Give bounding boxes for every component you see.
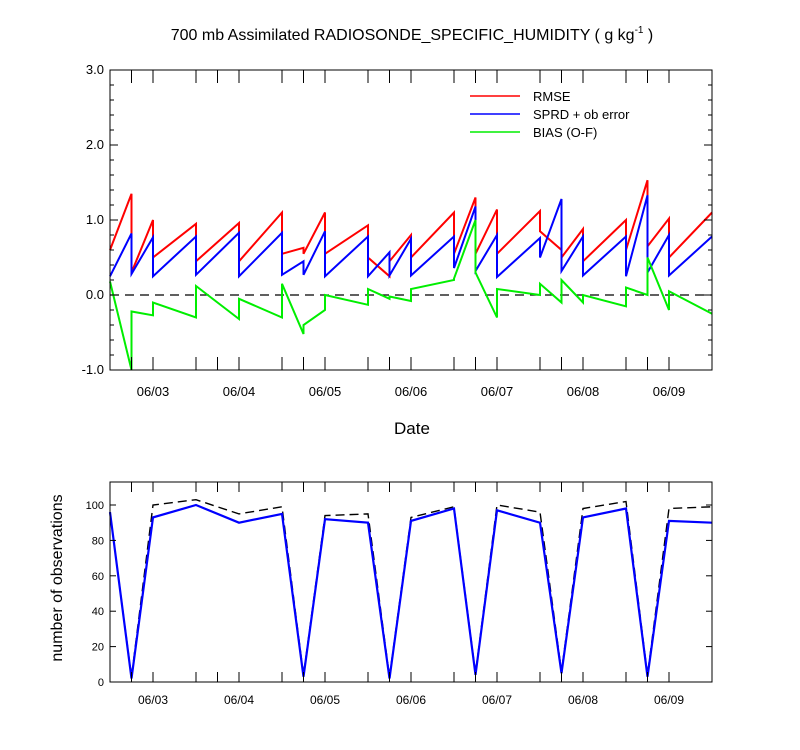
x-axis-label: Date [394, 419, 430, 438]
y-tick-label: 100 [86, 500, 104, 512]
x-tick-label: 06/04 [224, 693, 254, 707]
y-tick-label: 2.0 [86, 137, 104, 152]
chart-title-superscript: -1 [635, 25, 644, 36]
y-tick-label: -1.0 [82, 362, 104, 377]
x-tick-label: 06/07 [481, 384, 514, 399]
top-chart-panel: 700 mb Assimilated RADIOSONDE_SPECIFIC_H… [82, 25, 713, 438]
y-tick-label: 80 [92, 535, 104, 547]
bottom-chart-panel: 0 20 40 60 80 100 06/03 06/04 06/05 06/06 06/07 06/… [49, 481, 713, 707]
y-tick-label: 1.0 [86, 212, 104, 227]
x-tick-label: 06/06 [395, 384, 428, 399]
y-tick-label: 20 [92, 642, 104, 654]
series-line-2 [109, 219, 713, 371]
x-tick-label: 06/07 [482, 693, 512, 707]
x-tick-label: 06/08 [567, 384, 600, 399]
legend-label: RMSE [533, 89, 571, 104]
x-tick-label: 06/09 [653, 384, 686, 399]
y-tick-label: 60 [92, 571, 104, 583]
plot-frame [109, 481, 713, 683]
x-tick-label: 06/06 [396, 693, 426, 707]
x-tick-label: 06/03 [137, 384, 170, 399]
legend: RMSE SPRD + ob error BIAS (O-F) [470, 89, 630, 140]
x-tick-label: 06/03 [138, 693, 168, 707]
chart-title-end: ) [643, 27, 653, 44]
series-line-1 [108, 503, 713, 679]
y-tick-label: 3.0 [86, 62, 104, 77]
series-line-1 [109, 195, 713, 280]
y-tick-label: 0 [98, 677, 104, 689]
y-tick-label: 40 [92, 606, 104, 618]
chart-title-main: 700 mb Assimilated RADIOSONDE_SPECIFIC_H… [171, 27, 635, 44]
chart-title: 700 mb Assimilated RADIOSONDE_SPECIFIC_H… [171, 25, 654, 44]
x-tick-label: 06/05 [309, 384, 342, 399]
series-line-0 [109, 498, 713, 677]
y-axis-label: number of observations [49, 494, 66, 661]
x-tick-label: 06/04 [223, 384, 256, 399]
y-tick-label: 0.0 [86, 287, 104, 302]
x-tick-label: 06/08 [568, 693, 598, 707]
x-tick-label: 06/05 [310, 693, 340, 707]
legend-label: BIAS (O-F) [533, 125, 597, 140]
x-tick-label: 06/09 [654, 693, 684, 707]
legend-label: SPRD + ob error [533, 107, 630, 122]
